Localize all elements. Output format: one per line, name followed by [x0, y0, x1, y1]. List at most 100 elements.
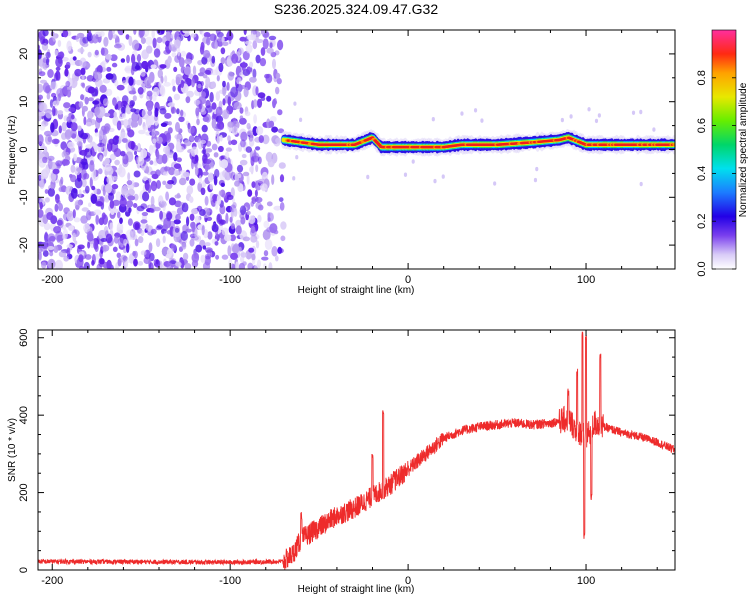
spectrogram-noise-blob	[114, 43, 122, 49]
signal-outlier	[366, 174, 370, 180]
spectrogram-noise-blob	[66, 40, 72, 52]
signal-outlier	[299, 117, 303, 123]
spectrogram-noise-blob	[138, 129, 146, 135]
spectrogram-noise-blob	[239, 84, 247, 90]
spectrogram-noise-blob	[151, 30, 155, 39]
spectrogram-noise-blob	[105, 233, 113, 244]
spectrogram-noise-blob	[197, 83, 202, 89]
spectrogram-noise-blob	[127, 188, 135, 196]
spectrogram-noise-blob	[175, 121, 180, 133]
spectrogram-noise-blob	[112, 246, 118, 252]
spectrogram-noise-blob	[156, 136, 163, 144]
spectrogram-noise-blob	[268, 35, 277, 41]
spectrogram-noise-blob	[173, 66, 178, 72]
spectrogram-noise-blob	[93, 240, 99, 250]
spectrogram-noise-blob	[77, 48, 85, 53]
spectrogram-noise-blob	[198, 103, 202, 113]
spectrogram-noise-blob	[164, 112, 172, 119]
spectrogram-noise-blob	[161, 228, 167, 234]
spectrogram-noise-blob	[166, 212, 173, 220]
spectrogram-noise-blob	[147, 60, 151, 70]
spectrogram-noise-blob	[39, 201, 43, 210]
spectrogram-noise-blob	[117, 30, 125, 36]
spectrogram-noise-blob	[250, 225, 256, 234]
spectrogram-noise-blob	[165, 145, 171, 156]
spectrogram-noise-blob	[52, 168, 60, 175]
spectrogram-noise-blob	[264, 73, 270, 79]
spectrogram-noise-blob	[216, 75, 220, 82]
spectrogram-noise-blob	[65, 80, 71, 88]
spectrogram-noise-blob	[226, 194, 234, 201]
spectrogram-noise-blob	[86, 75, 94, 82]
spectrogram-noise-blob	[94, 145, 98, 153]
spectrogram-noise-blob	[131, 53, 136, 65]
spectrogram-noise-blob	[250, 156, 255, 167]
spectrogram-noise-blob	[73, 153, 77, 162]
spectrogram-noise-blob	[205, 140, 212, 147]
spectrogram-noise-blob	[227, 245, 232, 257]
spectrogram-noise-blob	[56, 95, 60, 106]
spectrogram-noise-blob	[203, 32, 211, 38]
spectrogram-noise-blob	[159, 108, 167, 115]
spectrogram-noise-blob	[88, 202, 92, 208]
spectrogram-noise-blob	[87, 241, 91, 249]
spectrogram-noise-blob	[81, 42, 89, 48]
signal-outlier	[480, 118, 484, 123]
spectrogram-noise-blob	[275, 137, 282, 144]
signal-outlier	[533, 177, 538, 183]
spectrogram-noise-blob	[271, 126, 278, 133]
colorbar-tick-label: 0.8	[696, 70, 708, 85]
spectrogram-noise-blob	[254, 189, 258, 197]
spectrogram-noise-blob	[91, 260, 95, 266]
spectrogram-noise-blob	[220, 182, 225, 187]
spectrogram-noise-blob	[205, 113, 211, 123]
spectrogram-noise-blob	[70, 187, 78, 199]
spectrogram-noise-blob	[263, 220, 270, 229]
spectrogram-noise-blob	[116, 252, 122, 258]
spectrogram-noise-blob	[178, 116, 185, 123]
spectrogram-noise-blob	[91, 185, 96, 191]
spectrogram-noise-blob	[89, 160, 95, 172]
signal-core	[672, 143, 675, 147]
spectrogram-noise-blob	[182, 252, 189, 261]
spectrogram-noise-blob	[134, 150, 137, 156]
spectrogram-noise-blob	[246, 122, 251, 130]
snr-x-tick-label: -100	[219, 575, 241, 587]
spectrogram-noise-blob	[280, 235, 286, 242]
spectrogram-noise-blob	[277, 109, 283, 116]
spectrogram-noise-blob	[189, 73, 194, 79]
spectrogram-noise-blob	[111, 183, 119, 190]
spectrogram-noise-blob	[137, 87, 144, 95]
spectrogram-noise-blob	[145, 166, 150, 174]
spectrogram-noise-blob	[275, 86, 280, 95]
spectrogram-noise-blob	[122, 153, 129, 165]
spectrogram-noise-blob	[90, 193, 98, 204]
spectrogram-noise-blob	[47, 69, 54, 78]
spectrogram-noise-blob	[150, 64, 157, 69]
spectrogram-noise-blob	[253, 99, 258, 108]
spectrogram-noise-blob	[140, 250, 147, 256]
snr-x-label: Height of straight line (km)	[298, 584, 415, 595]
spectrogram-noise-blob	[262, 38, 269, 50]
spectrogram-noise-blob	[82, 162, 89, 170]
signal-outlier	[403, 172, 408, 177]
spectrogram-noise-blob	[271, 246, 278, 257]
spectrogram-noise-blob	[126, 54, 130, 64]
spectrogram-noise-blob	[167, 121, 172, 126]
spectrogram-noise-blob	[246, 130, 254, 136]
spectrogram-noise-blob	[148, 262, 154, 269]
spectrogram-noise-blob	[168, 167, 176, 176]
spectrogram-noise-blob	[83, 173, 90, 180]
spectrogram-noise-blob	[120, 254, 128, 263]
snr-x-tick-label: -200	[41, 575, 63, 587]
spectrogram-noise-blob	[49, 81, 58, 91]
spectrogram-noise-blob	[235, 261, 239, 269]
spectrogram-noise-blob	[133, 170, 141, 178]
spectrogram-noise-blob	[156, 37, 163, 44]
spectrogram-noise-blob	[165, 253, 172, 259]
spectrogram-noise-blob	[242, 171, 250, 177]
spectrogram-noise-blob	[209, 183, 214, 190]
spectrogram-noise-blob	[279, 174, 285, 183]
spectrogram-noise-blob	[74, 177, 83, 189]
spectrogram-noise-blob	[100, 238, 108, 242]
